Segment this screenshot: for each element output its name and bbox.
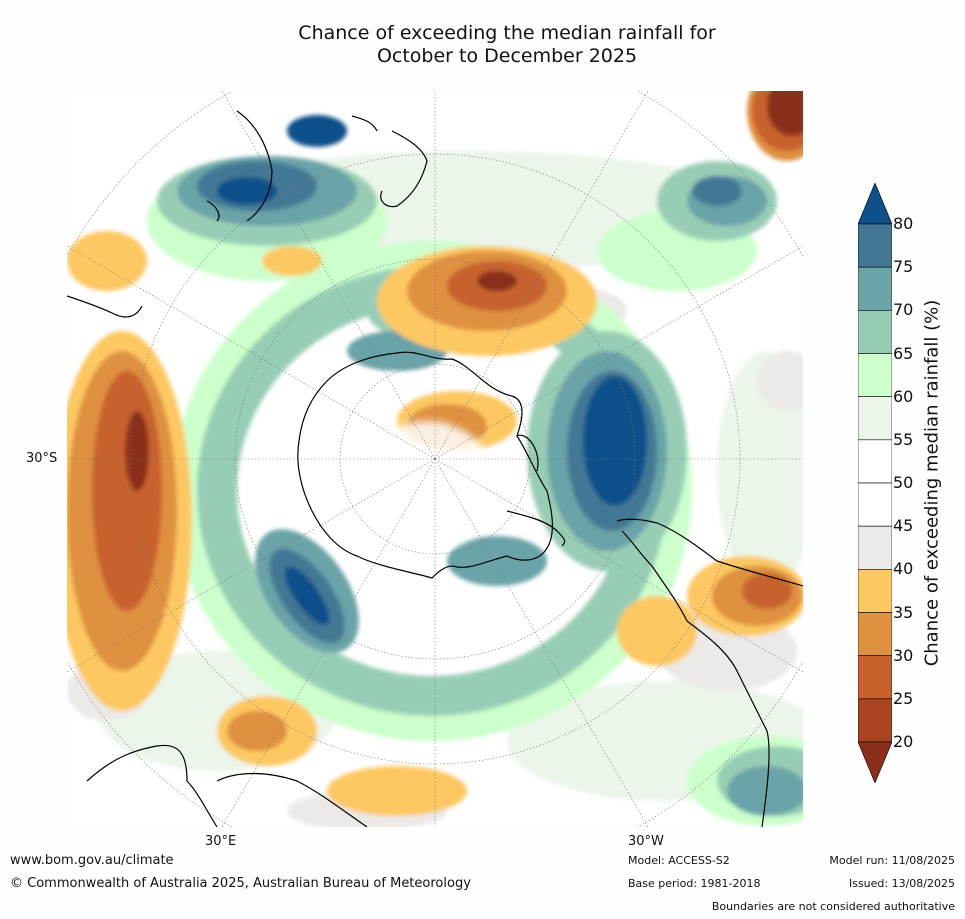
boundaries-disclaimer: Boundaries are not considered authoritat… bbox=[711, 900, 955, 913]
australia-coast bbox=[86, 744, 218, 827]
colorbar-tick-80: 80 bbox=[893, 214, 914, 233]
south-america-coast bbox=[616, 518, 803, 827]
colorbar-tick-30: 30 bbox=[893, 645, 914, 665]
colorbar-band-30-35 bbox=[858, 612, 892, 656]
colorbar-arrow-top bbox=[858, 183, 892, 225]
colorbar-band-70-75 bbox=[858, 266, 892, 311]
model-run-info: Model run: 11/08/2025 bbox=[829, 854, 955, 867]
colorbar-tick-25: 25 bbox=[893, 688, 914, 708]
title-line-1: Chance of exceeding the median rainfall … bbox=[298, 22, 716, 44]
colorbar-label: Chance of exceeding median rainfall (%) bbox=[921, 299, 943, 667]
colorbar-tick-70: 70 bbox=[893, 300, 914, 320]
colorbar-tick-35: 35 bbox=[893, 602, 914, 622]
lon-label-30w: 30°W bbox=[628, 834, 664, 849]
colorbar-tick-40: 40 bbox=[893, 559, 914, 579]
coastlines bbox=[67, 110, 803, 827]
colorbar-tick-65: 65 bbox=[893, 343, 914, 363]
colorbar-tick-60: 60 bbox=[893, 386, 914, 406]
map-title: Chance of exceeding the median rainfall … bbox=[67, 22, 947, 68]
title-line-2: October to December 2025 bbox=[376, 45, 638, 67]
africa-coast bbox=[67, 295, 143, 318]
colorbar-band-50-55 bbox=[858, 439, 892, 484]
colorbar-band-20-25 bbox=[858, 698, 892, 743]
rainfall-map bbox=[67, 91, 803, 827]
colorbar-band-75-80 bbox=[858, 223, 892, 268]
colorbar-band-35-40 bbox=[858, 569, 892, 613]
map-canvas bbox=[67, 91, 803, 827]
website-link[interactable]: www.bom.gov.au/climate bbox=[10, 853, 174, 868]
colorbar-band-40-45 bbox=[858, 525, 892, 570]
colorbar-tick-50: 50 bbox=[893, 473, 914, 492]
colorbar-tick-75: 75 bbox=[893, 257, 914, 277]
new-zealand-coast bbox=[380, 130, 428, 208]
colorbar-arrow-bottom bbox=[858, 741, 892, 783]
base-period-info: Base period: 1981-2018 bbox=[628, 877, 761, 890]
issued-info: Issued: 13/08/2025 bbox=[848, 877, 955, 890]
model-info: Model: ACCESS-S2 bbox=[628, 854, 730, 867]
colorbar-tick-45: 45 bbox=[893, 516, 914, 536]
antarctica-coast bbox=[297, 351, 554, 579]
colorbar-band-60-65 bbox=[858, 353, 892, 397]
lon-label-30e: 30°E bbox=[205, 834, 237, 849]
colorbar-band-45-50 bbox=[858, 482, 892, 527]
colorbar-band-65-70 bbox=[858, 310, 892, 354]
colorbar-band-55-60 bbox=[858, 396, 892, 441]
colorbar-tick-55: 55 bbox=[893, 429, 914, 449]
lat-label-30s: 30°S bbox=[26, 451, 58, 466]
copyright-text: © Commonwealth of Australia 2025, Austra… bbox=[10, 876, 471, 891]
colorbar bbox=[858, 183, 892, 783]
colorbar-tick-20: 20 bbox=[893, 732, 914, 751]
colorbar-band-25-30 bbox=[858, 655, 892, 700]
